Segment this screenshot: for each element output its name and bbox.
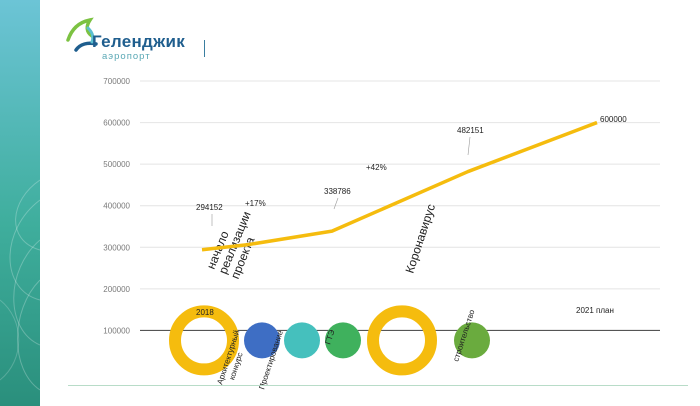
series-line-path: [201, 120, 598, 252]
milestone-dot: [244, 322, 280, 359]
series-line: [201, 120, 598, 252]
milestone-label: Коронавирус: [403, 202, 439, 275]
data-label-leader: [333, 197, 339, 210]
y-tick-label: 200000: [103, 285, 130, 294]
milestone-dot: [454, 322, 490, 359]
data-labels: 294152 338786 482151 600000 +17% +42%: [196, 115, 627, 226]
x-label: 2021 план: [576, 306, 614, 315]
x-label: 2018: [196, 308, 214, 317]
brand-subtitle: аэропорт: [102, 51, 151, 62]
milestone-ring: [169, 305, 239, 376]
data-label: 600000: [600, 115, 627, 124]
y-tick-label: 600000: [103, 119, 130, 128]
milestone-ring: [367, 305, 437, 376]
brand-divider: [204, 40, 205, 57]
airport-logo-icon: [66, 17, 98, 52]
milestones: 2018 2021 планначалореализациипроектаАрхи…: [169, 202, 614, 391]
y-tick-label: 500000: [103, 160, 130, 169]
growth-label: +17%: [245, 199, 266, 208]
milestone-label: ГТЭ: [323, 328, 336, 345]
bottom-divider: [68, 385, 688, 386]
data-label: 294152: [196, 203, 223, 212]
milestone-dot: [325, 322, 361, 359]
milestone-dot: [284, 322, 320, 359]
growth-label: +42%: [366, 163, 387, 172]
data-label: 482151: [457, 126, 484, 135]
data-label: 338786: [324, 187, 351, 196]
y-tick-labels: 100000 200000 300000 400000 500000 600000 7000…: [103, 77, 130, 335]
data-label-leader: [467, 136, 471, 156]
decorative-side-strip: [0, 0, 40, 406]
brand-name: Геленджик: [92, 32, 186, 51]
y-tick-label: 300000: [103, 243, 130, 252]
y-tick-label: 700000: [103, 77, 130, 86]
y-tick-label: 400000: [103, 202, 130, 211]
y-tick-label: 100000: [103, 326, 130, 335]
